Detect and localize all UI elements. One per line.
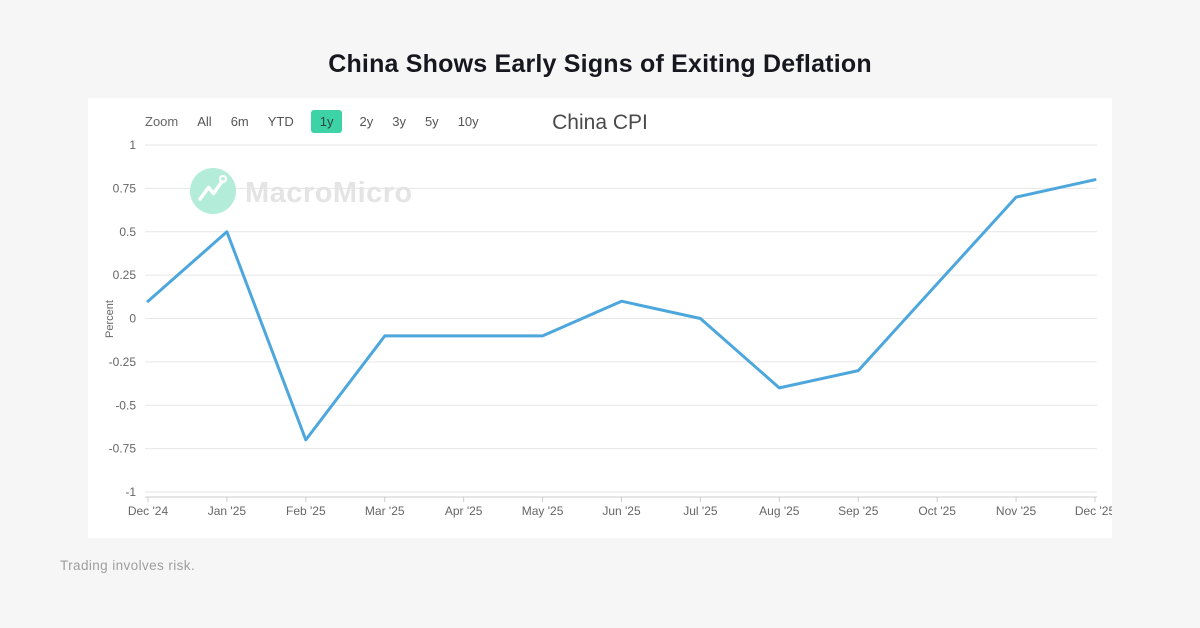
x-tick-label: Feb '25 xyxy=(286,504,326,518)
y-tick-label: -1 xyxy=(125,485,136,499)
x-tick-label: Apr '25 xyxy=(445,504,483,518)
range-button-1y[interactable]: 1y xyxy=(310,109,343,133)
x-tick-label: Oct '25 xyxy=(918,504,956,518)
range-button-5y[interactable]: 5y xyxy=(424,113,439,129)
y-tick-label: -0.5 xyxy=(115,398,136,412)
x-tick-label: Sep '25 xyxy=(838,504,879,518)
cpi-line-chart: 1 0.75 0.5 0.25 0 -0.25 -0.5 -0.75 -1 Dec '24 Jan … xyxy=(109,138,1112,518)
x-tick-label: Mar '25 xyxy=(365,504,405,518)
y-tick-label: 0 xyxy=(129,312,136,326)
zoom-toolbar-label: Zoom xyxy=(145,113,179,129)
x-tick-label: Jul '25 xyxy=(683,504,718,518)
disclaimer-text: Trading involves risk. xyxy=(60,558,196,573)
series-line-china-cpi xyxy=(146,178,1097,442)
y-tick-label: -0.75 xyxy=(109,442,137,456)
page-title: China Shows Early Signs of Exiting Defla… xyxy=(328,50,872,78)
y-tick-label: -0.25 xyxy=(109,355,137,369)
x-tick-label: Jun '25 xyxy=(602,504,641,518)
x-tick-label: Nov '25 xyxy=(996,504,1037,518)
x-tick-label: May '25 xyxy=(522,504,564,518)
x-tick-label: Jan '25 xyxy=(208,504,247,518)
y-tick-label: 0.5 xyxy=(119,225,136,239)
range-button-6m[interactable]: 6m xyxy=(230,113,249,129)
chart-title: China CPI xyxy=(552,111,648,134)
range-button-ytd[interactable]: YTD xyxy=(267,113,294,129)
range-button-3y[interactable]: 3y xyxy=(392,113,406,129)
zoom-toolbar: Zoom All 6m YTD 1y 2y 3y 5y 10y xyxy=(145,109,481,133)
y-tick-label: 1 xyxy=(129,138,136,152)
range-button-2y[interactable]: 2y xyxy=(359,113,374,129)
y-tick-label: 0.25 xyxy=(113,268,137,282)
range-button-10y[interactable]: 10y xyxy=(457,113,479,129)
x-tick-label: Dec '25 xyxy=(1075,504,1112,518)
x-tick-label: Dec '24 xyxy=(128,504,169,518)
chart-card: Zoom All 6m YTD 1y 2y 3y 5y 10y China CP… xyxy=(88,98,1112,538)
range-button-all[interactable]: All xyxy=(197,113,212,129)
y-tick-label: 0.75 xyxy=(113,181,137,195)
x-tick-label: Aug '25 xyxy=(759,504,800,518)
